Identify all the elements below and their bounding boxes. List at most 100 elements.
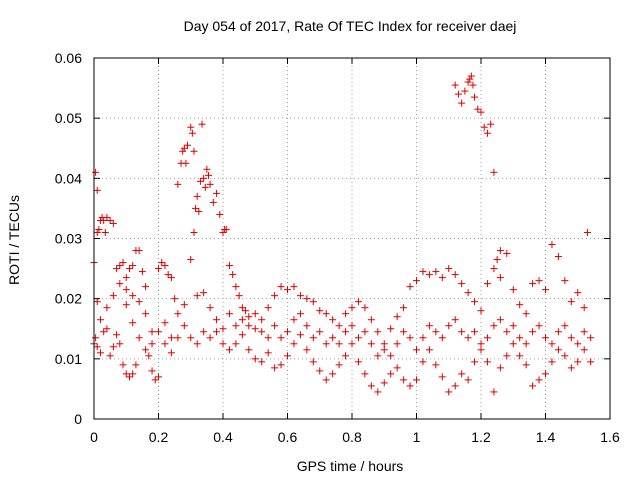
data-point bbox=[451, 81, 459, 89]
data-point bbox=[174, 180, 182, 188]
data-point bbox=[445, 322, 453, 330]
data-point bbox=[155, 265, 162, 273]
data-point bbox=[309, 334, 317, 342]
data-point bbox=[151, 376, 159, 384]
data-point bbox=[290, 340, 298, 348]
data-point bbox=[238, 304, 246, 312]
data-point bbox=[554, 328, 562, 336]
y-tick-label: 0.01 bbox=[55, 351, 82, 367]
data-point bbox=[180, 144, 188, 152]
data-point bbox=[542, 286, 549, 294]
data-point bbox=[464, 78, 472, 86]
data-point bbox=[167, 334, 175, 342]
x-tick-label: 0.6 bbox=[278, 429, 298, 445]
data-point bbox=[374, 328, 382, 336]
data-point bbox=[361, 328, 369, 336]
data-point bbox=[316, 367, 324, 375]
data-point bbox=[561, 322, 569, 330]
data-point bbox=[554, 346, 562, 354]
data-point bbox=[119, 259, 127, 267]
data-point bbox=[96, 349, 104, 357]
data-point bbox=[458, 328, 466, 336]
data-point bbox=[413, 346, 420, 354]
data-point bbox=[516, 352, 524, 360]
data-point bbox=[209, 198, 217, 206]
data-point bbox=[142, 283, 150, 291]
data-point bbox=[419, 358, 427, 366]
data-point bbox=[188, 129, 196, 137]
data-point bbox=[245, 313, 253, 321]
data-point bbox=[335, 322, 343, 330]
data-point bbox=[116, 262, 124, 270]
data-point bbox=[496, 274, 504, 282]
data-point bbox=[101, 228, 109, 236]
data-point bbox=[193, 340, 201, 348]
data-point bbox=[196, 177, 204, 185]
data-point bbox=[487, 120, 495, 128]
data-point bbox=[503, 352, 511, 360]
data-point bbox=[361, 304, 369, 312]
y-tick-label: 0.05 bbox=[55, 110, 82, 126]
data-point bbox=[522, 310, 530, 318]
data-point bbox=[496, 364, 504, 372]
data-point bbox=[258, 328, 266, 336]
data-point bbox=[548, 358, 556, 366]
data-point bbox=[303, 322, 311, 330]
data-point bbox=[354, 298, 362, 306]
data-point bbox=[361, 370, 369, 378]
data-point bbox=[548, 340, 556, 348]
data-point bbox=[229, 271, 237, 279]
data-point bbox=[179, 147, 187, 155]
data-point bbox=[109, 219, 117, 227]
data-point bbox=[432, 361, 440, 369]
data-point bbox=[271, 364, 279, 372]
data-point bbox=[303, 346, 311, 354]
data-point bbox=[587, 334, 595, 342]
data-point bbox=[445, 388, 453, 396]
data-point bbox=[190, 228, 198, 236]
data-point bbox=[335, 340, 343, 348]
data-point bbox=[161, 340, 169, 348]
data-point bbox=[198, 120, 206, 128]
x-tick-label: 0 bbox=[90, 429, 98, 445]
data-point bbox=[477, 307, 485, 315]
data-point bbox=[503, 250, 511, 258]
data-point bbox=[316, 328, 324, 336]
data-point bbox=[122, 370, 130, 378]
data-point bbox=[232, 340, 240, 348]
data-point bbox=[122, 286, 130, 294]
data-point bbox=[542, 370, 549, 378]
data-point bbox=[93, 298, 101, 306]
data-point bbox=[225, 310, 233, 318]
data-point bbox=[438, 334, 446, 342]
data-point bbox=[92, 334, 100, 342]
data-point bbox=[548, 241, 556, 249]
data-point bbox=[113, 331, 121, 339]
data-point bbox=[464, 376, 472, 384]
data-point bbox=[309, 358, 317, 366]
data-point bbox=[106, 352, 114, 360]
data-point bbox=[125, 265, 133, 273]
data-point bbox=[529, 382, 537, 390]
data-point bbox=[480, 123, 488, 131]
data-point bbox=[284, 352, 291, 360]
data-point bbox=[464, 334, 472, 342]
data-point bbox=[471, 298, 479, 306]
data-point bbox=[490, 168, 498, 176]
data-point bbox=[490, 322, 498, 330]
data-point bbox=[180, 301, 188, 309]
data-point bbox=[119, 361, 127, 369]
data-point bbox=[161, 262, 169, 270]
data-point bbox=[216, 210, 224, 218]
data-point bbox=[471, 358, 479, 366]
data-point bbox=[425, 322, 433, 330]
data-point bbox=[284, 286, 291, 294]
data-point bbox=[92, 168, 100, 176]
data-point bbox=[213, 328, 221, 336]
data-point bbox=[222, 225, 230, 233]
data-point bbox=[477, 340, 485, 348]
data-point bbox=[103, 325, 111, 333]
data-point bbox=[93, 343, 101, 351]
data-point bbox=[329, 334, 337, 342]
data-point bbox=[213, 316, 221, 324]
